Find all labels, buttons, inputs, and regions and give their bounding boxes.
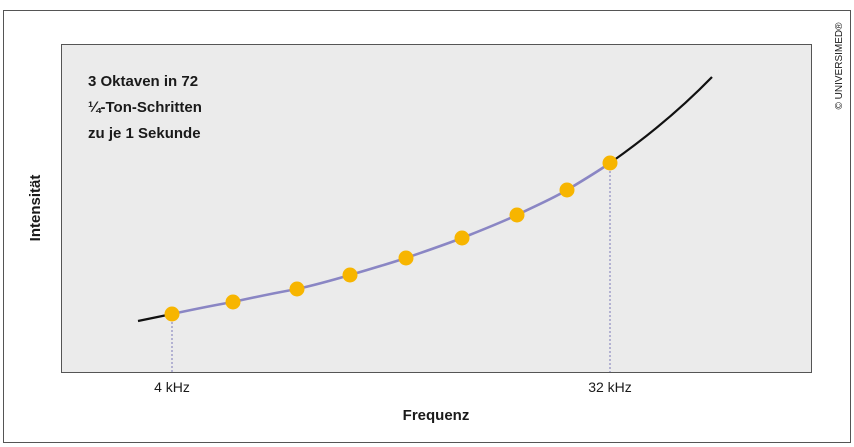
- dot: [164, 306, 180, 322]
- dot: [225, 294, 241, 310]
- dot: [509, 207, 525, 223]
- dot: [289, 281, 305, 297]
- dot: [559, 182, 575, 198]
- copyright: © UNIVERSIMED®: [834, 22, 845, 110]
- annotation-line: ¼-Ton-Schritten: [88, 99, 202, 116]
- dot: [454, 230, 470, 246]
- dots: [164, 155, 618, 322]
- plot-area: [61, 44, 812, 373]
- x-marker-label: 32 kHz: [588, 379, 632, 395]
- dot: [342, 267, 358, 283]
- x-axis-label: Frequenz: [403, 407, 470, 424]
- annotation-line: 3 Oktaven in 72: [88, 73, 198, 90]
- dot: [602, 155, 618, 171]
- x-marker-label: 4 kHz: [154, 379, 190, 395]
- y-axis-label: Intensität: [27, 175, 44, 242]
- dot: [398, 250, 414, 266]
- annotation-line: zu je 1 Sekunde: [88, 125, 201, 142]
